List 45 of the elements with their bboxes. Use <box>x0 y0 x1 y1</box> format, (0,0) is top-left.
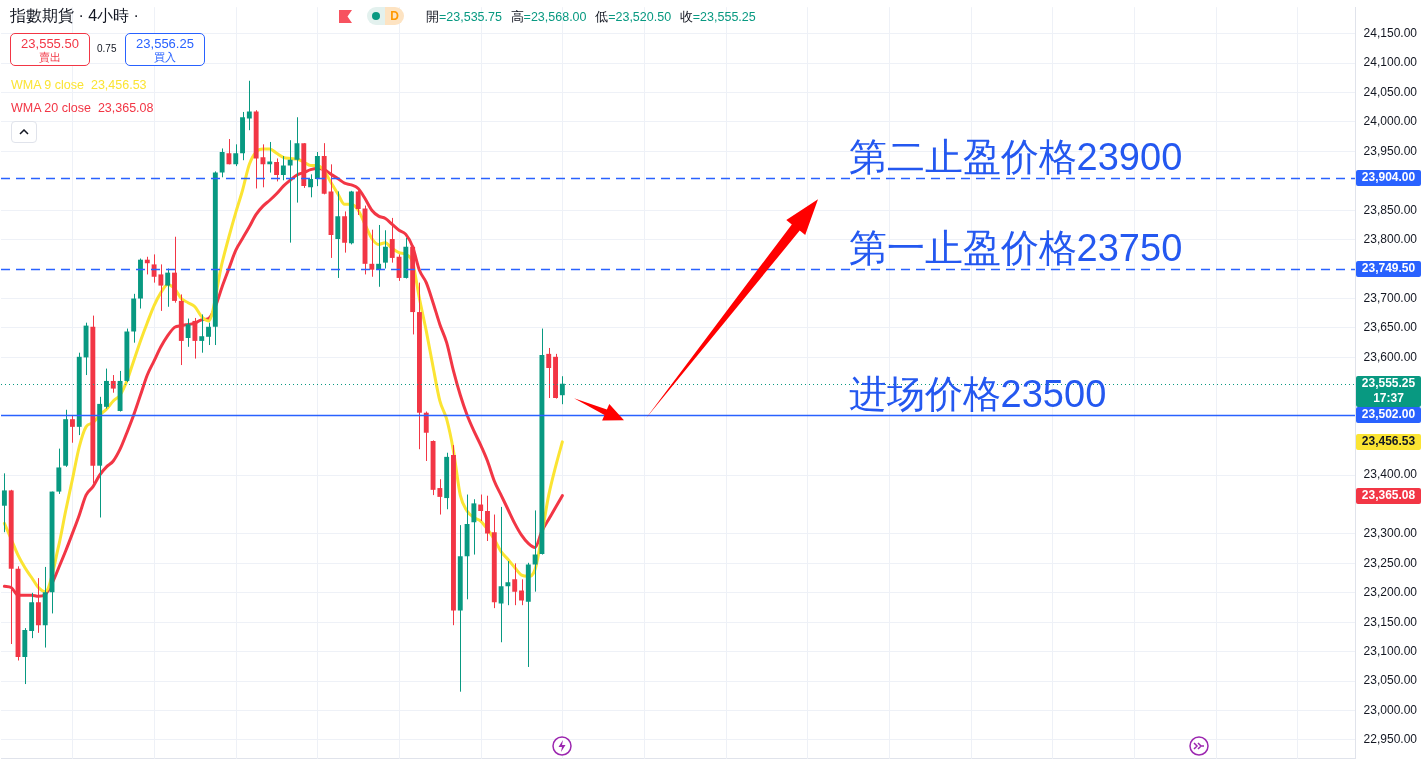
price-tag: 23,555.25 17:37 <box>1356 375 1421 407</box>
annotation: 23,365.08 <box>97 101 154 115</box>
y-tick-label: 23,250.00 <box>1363 555 1418 570</box>
annotation: 買入 <box>153 51 177 63</box>
y-tick-label: 23,150.00 <box>1363 614 1418 629</box>
annotation: D <box>385 7 404 25</box>
y-tick-label: 24,050.00 <box>1363 84 1418 99</box>
y-tick-label: 23,200.00 <box>1363 585 1418 600</box>
annotation: 第一止盈价格23750 <box>848 227 1183 270</box>
price-tag: 23,904.00 <box>1356 170 1421 187</box>
price-tag: 23,365.08 <box>1356 487 1421 504</box>
annotation: 0.75 <box>97 43 117 54</box>
buy-button: 23,556.25 買入 <box>125 33 205 66</box>
sell-button: 23,555.50 賣出 <box>10 33 90 66</box>
annotation: 第二止盈价格23900 <box>848 136 1183 179</box>
y-tick-label: 23,050.00 <box>1363 673 1418 688</box>
y-tick-label: 23,100.00 <box>1363 643 1418 658</box>
annotation: 開=23,535.75 <box>426 10 502 24</box>
y-tick-label: 22,950.00 <box>1363 732 1418 747</box>
y-tick-label: 23,800.00 <box>1363 232 1418 246</box>
price-tag: 23,456.53 <box>1356 433 1421 450</box>
annotation: 高=23,568.00 <box>510 10 587 24</box>
y-tick-label: 24,000.00 <box>1363 114 1418 129</box>
y-tick-label: 23,950.00 <box>1363 143 1418 158</box>
annotation: 23,555.50 <box>20 36 80 51</box>
y-tick-label: 24,100.00 <box>1363 55 1418 70</box>
annotation: 23,456.53 <box>90 78 147 92</box>
y-tick-label: 23,400.00 <box>1363 467 1418 482</box>
price-tag: 23,502.00 <box>1356 407 1421 424</box>
y-tick-label: 23,000.00 <box>1363 702 1418 717</box>
y-tick-label: 24,150.00 <box>1363 26 1418 40</box>
text: WMA 9 close <box>11 78 84 92</box>
price-tag: 23,749.50 <box>1356 261 1421 278</box>
annotation: 进场价格23500 <box>848 373 1107 416</box>
y-tick-label: 23,650.00 <box>1363 320 1418 335</box>
chart-title: 指數期貨 · 4小時 · <box>10 6 139 26</box>
annotation: 23,556.25 <box>135 36 195 51</box>
text: WMA 20 close <box>11 101 91 115</box>
y-tick-label: 23,600.00 <box>1363 349 1418 364</box>
annotation: 賣出 <box>38 51 62 63</box>
annotation: 低=23,520.50 <box>595 10 672 24</box>
y-tick-label: 23,300.00 <box>1363 526 1418 541</box>
y-tick-label: 23,700.00 <box>1363 290 1418 305</box>
annotation: 收=23,555.25 <box>679 10 756 24</box>
y-tick-label: 23,850.00 <box>1363 202 1418 217</box>
